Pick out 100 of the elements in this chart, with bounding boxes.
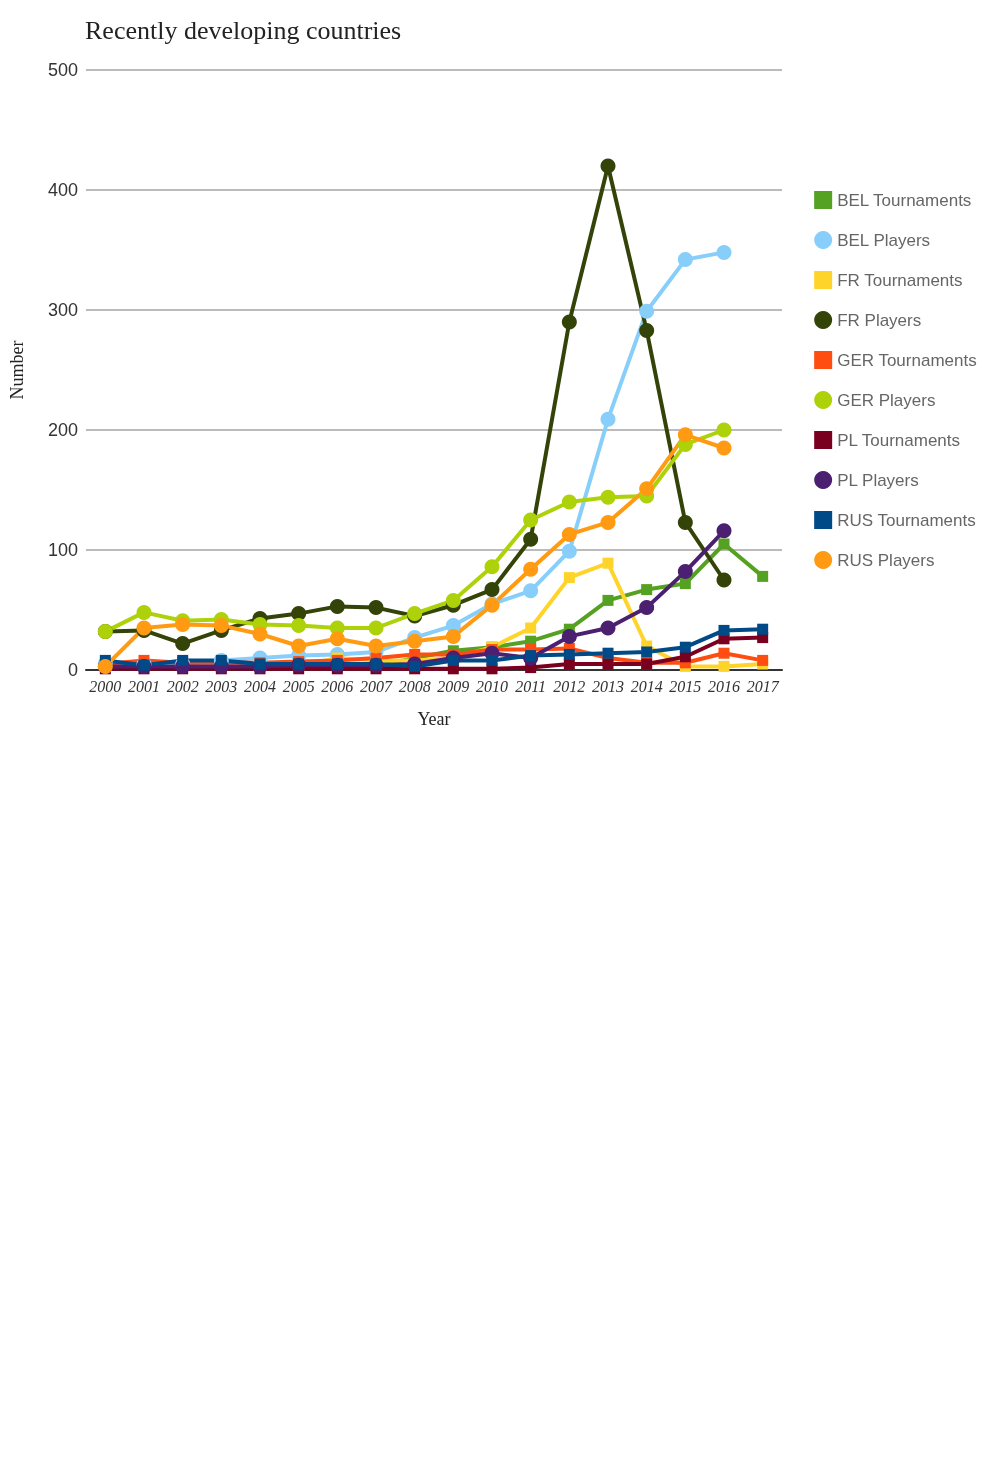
point [757,570,769,582]
legend-label: BEL Players [837,230,931,250]
x-tick-label: 2015 [669,677,702,695]
x-tick-label: 2003 [205,677,238,695]
point [641,584,653,596]
point [600,620,616,636]
point [718,660,730,672]
point [718,647,730,659]
point [718,538,730,550]
point [523,561,539,577]
x-tick-label: 2011 [515,677,547,695]
point [525,622,537,634]
point [679,641,691,653]
point [602,658,614,670]
point [561,628,577,644]
legend-label: GER Tournaments [837,350,977,370]
x-tick-label: 2006 [321,677,354,695]
y-tick-label: 200 [47,420,78,440]
point [600,411,616,427]
point [563,572,575,584]
point [523,531,539,547]
x-tick-label: 2016 [708,677,740,695]
point [716,244,732,260]
point [291,618,307,634]
point [716,572,732,588]
point [602,594,614,606]
x-axis-title: Year [417,709,451,729]
point [677,427,693,443]
point [561,543,577,559]
point [716,422,732,438]
x-tick-label: 2013 [592,677,624,695]
y-tick-label: 0 [67,660,78,680]
chart-title: Recently developing countries [85,15,402,45]
x-tick-label: 2001 [128,677,160,695]
x-tick-label: 2008 [398,677,431,695]
y-tick-label: 300 [47,300,78,320]
x-tick-label: 2012 [553,677,586,695]
x-tick-label: 2007 [360,677,393,695]
point [484,559,500,575]
point [677,514,693,530]
legend-label: RUS Tournaments [837,510,976,530]
x-tick-label: 2005 [282,677,315,695]
x-tick-label: 2014 [630,677,663,695]
point [600,514,616,530]
point [639,481,655,497]
point [639,600,655,616]
y-tick-label: 500 [47,60,78,80]
point [600,489,616,505]
point [368,638,384,654]
legend-label: FR Tournaments [837,270,963,290]
point [484,582,500,598]
point [368,620,384,636]
legend-label: PL Tournaments [837,430,961,450]
point [213,618,229,634]
point [368,600,384,616]
point [445,628,461,644]
y-tick-label: 400 [47,180,78,200]
point [602,647,614,659]
point [523,583,539,599]
point [602,557,614,569]
point [523,512,539,528]
point [525,650,537,662]
point [136,604,152,620]
x-tick-label: 2004 [244,677,276,695]
legend-label: PL Players [837,470,919,490]
point [563,658,575,670]
point [445,592,461,608]
point [641,646,653,658]
x-tick-label: 2010 [476,677,508,695]
x-tick-label: 2009 [437,677,470,695]
legend-label: GER Players [837,390,936,410]
point [175,636,191,652]
point [486,654,498,666]
y-tick-label: 100 [47,540,78,560]
point [639,303,655,319]
point [563,648,575,660]
legend-label: BEL Tournaments [837,190,972,210]
legend-label: FR Players [837,310,922,330]
x-tick-label: 2002 [166,677,199,695]
point [718,624,730,636]
y-axis-title: Number [7,340,27,400]
point [679,578,691,590]
point [677,564,693,580]
point [561,314,577,330]
point [329,631,345,647]
point [561,494,577,510]
point [291,638,307,654]
point [252,626,268,642]
point [639,322,655,338]
x-tick-label: 2017 [746,677,780,695]
point [716,523,732,539]
legend-label: RUS Players [837,550,935,570]
point [716,440,732,456]
point [561,526,577,542]
point [329,598,345,614]
point [677,252,693,268]
x-tick-label: 2000 [89,677,122,695]
point [600,158,616,174]
point [757,623,769,635]
point [757,654,769,666]
